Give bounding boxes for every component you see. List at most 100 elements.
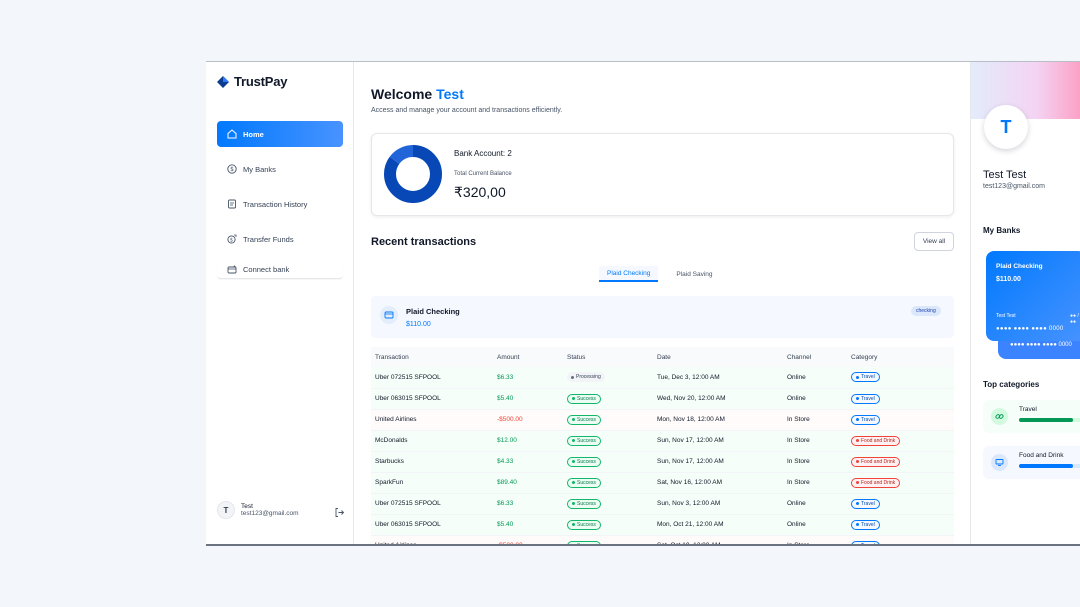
logo[interactable]: TrustPay [217,74,288,89]
transaction-channel: Online [783,367,847,389]
transaction-amount: $6.33 [493,493,563,515]
profile-name: Test Test [983,169,1027,181]
table-row[interactable]: Uber 072515 SFPOOL $6.33 Success Sun, Nov 3… [371,493,954,515]
transaction-channel: Online [783,514,847,536]
transaction-status-cell: Success [563,388,653,410]
user-email: test123@gmail.com [241,510,299,517]
status-text: Processing [576,374,601,381]
logout-icon[interactable] [334,505,345,517]
category-progress-fill [1019,418,1073,422]
column-header: Channel [783,347,847,367]
transaction-date: Sun, Nov 17, 12:00 AM [653,430,783,452]
status-dot-icon [572,481,575,484]
sidebar-item-label: Connect bank [243,265,290,274]
column-header: Date [653,347,783,367]
account-amount: $110.00 [406,321,431,328]
transaction-amount: -$500.00 [493,409,563,431]
transaction-name: Uber 063015 SFPOOL [371,514,493,536]
recent-transactions-title: Recent transactions [371,236,477,248]
card-number: ●●●● ●●●● ●●●● 0000 [996,326,1064,332]
transaction-category-cell: Travel [847,409,954,431]
bank-card[interactable]: Plaid Checking $110.00 Test Test ●● / ●●… [986,251,1080,341]
transaction-status-cell: Success [563,535,653,544]
profile-avatar: T [984,105,1028,149]
category-badge: Travel [851,519,880,530]
status-badge: Success [567,477,601,488]
tab-plaid-saving[interactable]: Plaid Saving [676,270,713,278]
transaction-amount: -$500.00 [493,535,563,544]
sidebar-item-transfer-funds[interactable]: $ Transfer Funds [217,226,343,252]
trustpay-logo-icon [217,75,229,88]
sidebar-item-home[interactable]: Home [217,121,343,147]
category-text: Food and Drink [861,437,896,444]
transaction-category-cell: Food and Drink [847,451,954,473]
transaction-name: Starbucks [371,451,493,473]
status-dot-icon [572,439,575,442]
status-badge: Success [567,393,601,404]
transaction-date: Sat, Oct 19, 12:00 AM [653,535,783,544]
money-send-icon: $ [226,234,237,245]
table-row[interactable]: Starbucks $4.33 Success Sun, Nov 17, 12:00 … [371,451,954,473]
table-row[interactable]: United Airlines-$500.00 Success Sat, Oct 1… [371,535,954,544]
table-row[interactable]: Uber 063015 SFPOOL $5.40 Success Wed, Nov 2… [371,388,954,410]
table-row[interactable]: Uber 072515 SFPOOL $6.33 Processing Tue, De… [371,367,954,389]
status-text: Success [577,479,596,486]
transaction-name: Uber 063015 SFPOOL [371,388,493,410]
status-badge: Processing [567,372,605,383]
page-title: Welcome Test [371,86,464,102]
sidebar-item-label: Transaction History [243,199,308,209]
link-icon [991,408,1008,425]
transaction-amount: $6.33 [493,367,563,389]
sidebar-item-my-banks[interactable]: $ My Banks [217,156,343,182]
tab-plaid-checking[interactable]: Plaid Checking [599,266,659,282]
bank-account-count: Bank Account: 2 [454,149,512,158]
transaction-date: Wed, Nov 20, 12:00 AM [653,388,783,410]
page-subtitle: Access and manage your account and trans… [371,107,563,114]
donut-segment [384,145,442,203]
transaction-category-cell: Travel [847,493,954,515]
table-row[interactable]: Uber 063015 SFPOOL $5.40 Success Mon, Oct 2… [371,514,954,536]
status-dot-icon [571,375,574,379]
table-row[interactable]: SparkFun $89.40 Success Sat, Nov 16, 12:00 … [371,472,954,494]
transaction-amount: $89.40 [493,472,563,494]
category-badge: Travel [851,498,880,509]
transaction-date: Sun, Nov 3, 12:00 AM [653,493,783,515]
transaction-status-cell: Processing [563,367,653,389]
transaction-date: Mon, Nov 18, 12:00 AM [653,409,783,431]
transaction-status-cell: Success [563,493,653,515]
category-label: Food and Drink [1019,452,1064,459]
sidebar-item-label: Transfer Funds [243,234,294,244]
total-balance-value: ₹320,00 [454,184,506,200]
status-text: Success [577,416,596,423]
top-categories-title: Top categories [983,380,1040,389]
table-row[interactable]: United Airlines -$500.00 Success Mon, Nov 1… [371,409,954,431]
category-card-food-and-drink: Food and Drink [983,446,1080,479]
transaction-status-cell: Success [563,514,653,536]
transaction-name: United Airlines [371,535,493,544]
app-name: TrustPay [234,74,288,89]
table-row[interactable]: McDonalds $12.00 Success Sun, Nov 17, 12:00… [371,430,954,452]
sidebar-item-connect-bank[interactable]: Connect bank [217,261,343,279]
transaction-channel: Online [783,388,847,410]
bank-card-icon [380,306,398,324]
home-icon [226,129,237,140]
my-banks-title: My Banks [983,226,1021,235]
transaction-amount: $5.40 [493,514,563,536]
status-text: Success [577,521,596,528]
balance-donut-chart [384,145,442,203]
transaction-category-cell: Travel [847,388,954,410]
category-text: Food and Drink [861,479,896,486]
view-all-button[interactable]: View all [914,232,954,251]
transaction-amount: $12.00 [493,430,563,452]
transaction-date: Tue, Dec 3, 12:00 AM [653,367,783,389]
sidebar-item-transaction-history[interactable]: Transaction History [217,191,343,217]
category-text: Food and Drink [861,458,896,465]
category-text: Travel [861,543,875,545]
transaction-name: Uber 072515 SFPOOL [371,367,493,389]
card-holder-name: Test Test [996,313,1016,319]
transaction-name: United Airlines [371,409,493,431]
category-dot-icon [856,460,859,463]
column-header: Category [847,347,954,367]
status-badge: Success [567,414,601,425]
right-sidebar: T Test Test test123@gmail.com My Banks ●… [970,62,1080,544]
